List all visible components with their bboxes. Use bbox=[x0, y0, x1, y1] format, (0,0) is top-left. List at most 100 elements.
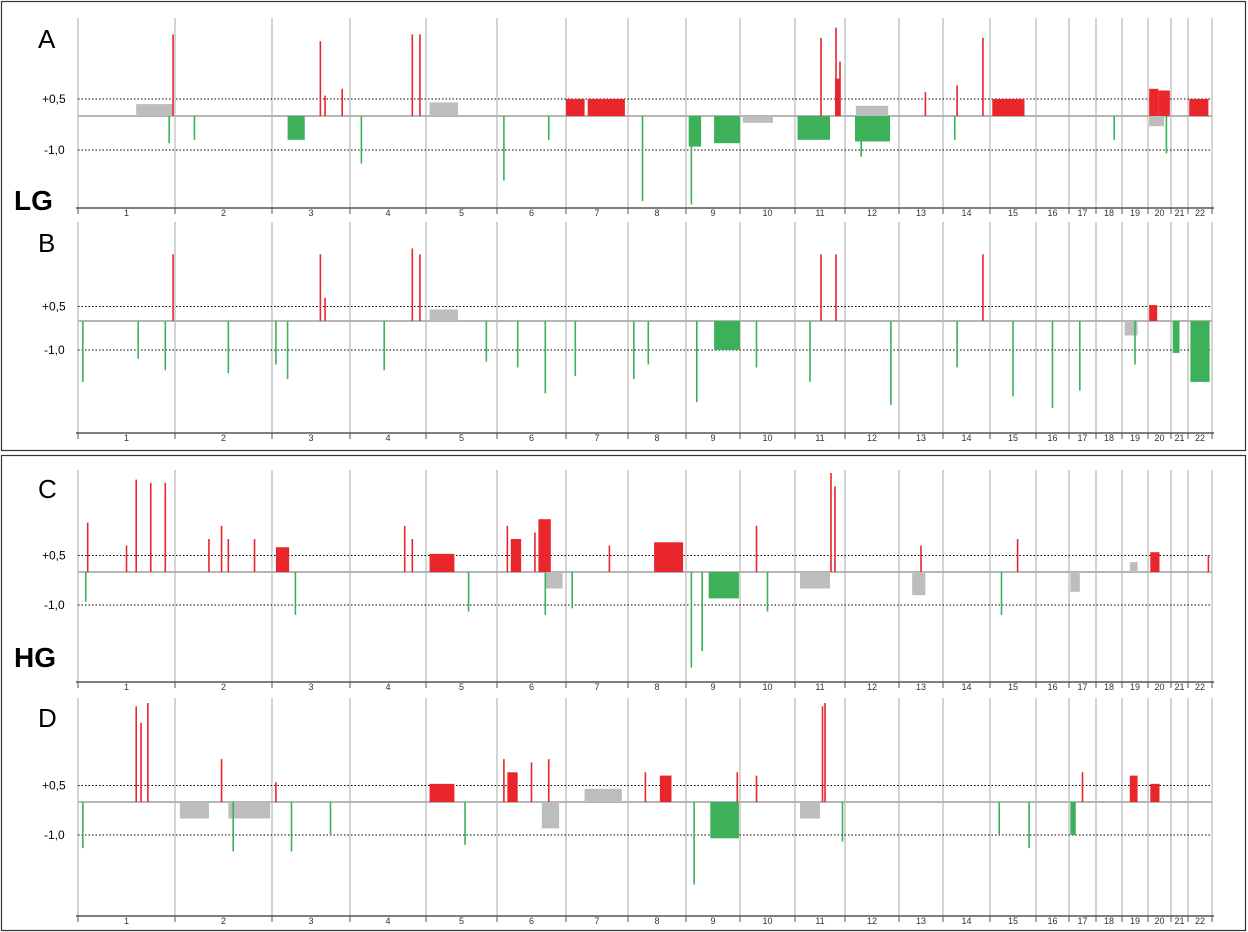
gain-segment bbox=[1149, 88, 1159, 116]
loss-segment bbox=[574, 321, 577, 377]
loss-segment bbox=[383, 321, 385, 371]
loss-segment bbox=[755, 321, 758, 368]
chromosome-label: 6 bbox=[529, 208, 534, 218]
chromosome-label: 16 bbox=[1047, 433, 1057, 443]
loss-segment bbox=[809, 321, 811, 382]
chromosome-label: 16 bbox=[1047, 682, 1057, 692]
chromosome-label: 9 bbox=[710, 208, 715, 218]
gain-segment bbox=[140, 722, 142, 802]
loss-segment bbox=[1000, 572, 1003, 615]
gain-segment bbox=[507, 772, 518, 802]
loss-segment bbox=[841, 802, 844, 842]
chromosome-label: 5 bbox=[459, 916, 464, 926]
loss-segment bbox=[701, 572, 703, 652]
chromosome-label: 4 bbox=[385, 433, 390, 443]
loss-segment bbox=[227, 321, 230, 374]
gain-segment bbox=[1158, 90, 1170, 116]
neutral-segment bbox=[1149, 116, 1165, 127]
loss-segment bbox=[286, 321, 289, 379]
loss-segment bbox=[710, 802, 739, 839]
gain-segment bbox=[830, 473, 832, 572]
gain-segment bbox=[659, 775, 672, 802]
loss-segment bbox=[84, 572, 87, 602]
neutral-segment bbox=[429, 309, 458, 321]
loss-segment bbox=[1172, 321, 1180, 353]
gain-segment bbox=[755, 775, 758, 802]
chromosome-label: 16 bbox=[1047, 916, 1057, 926]
chromosome-label: 15 bbox=[1008, 916, 1018, 926]
chromosome-label: 7 bbox=[594, 916, 599, 926]
loss-segment bbox=[360, 116, 363, 164]
chromosome-label: 16 bbox=[1047, 208, 1057, 218]
chromosome-label: 1 bbox=[124, 916, 129, 926]
chromosome-label: 15 bbox=[1008, 682, 1018, 692]
chromosome-label: 22 bbox=[1195, 682, 1205, 692]
gain-segment bbox=[506, 525, 509, 572]
loss-segment bbox=[516, 321, 519, 368]
gain-segment bbox=[411, 539, 414, 572]
chromosome-label: 13 bbox=[916, 433, 926, 443]
chromosome-label: 9 bbox=[710, 433, 715, 443]
chromosome-label: 12 bbox=[867, 433, 877, 443]
chromosome-label: 19 bbox=[1130, 208, 1140, 218]
loss-segment bbox=[1051, 321, 1054, 408]
chromosome-label: 20 bbox=[1154, 208, 1164, 218]
loss-segment bbox=[329, 802, 332, 835]
chromosome-label: 6 bbox=[529, 916, 534, 926]
panel-letter: C bbox=[38, 474, 57, 504]
chromosome-label: 10 bbox=[762, 208, 772, 218]
gain-segment bbox=[1129, 775, 1138, 802]
loss-segment bbox=[164, 321, 167, 371]
loss-segment bbox=[696, 321, 698, 403]
chromosome-label: 13 bbox=[916, 208, 926, 218]
gain-segment bbox=[411, 248, 414, 321]
gain-segment bbox=[125, 545, 128, 572]
neutral-segment bbox=[742, 116, 773, 123]
chromosome-label: 1 bbox=[124, 682, 129, 692]
chromosome-label: 20 bbox=[1154, 682, 1164, 692]
neutral-segment bbox=[855, 105, 889, 116]
gain-segment bbox=[503, 759, 505, 802]
chromosome-label: 10 bbox=[762, 433, 772, 443]
chromosome-label: 17 bbox=[1077, 682, 1087, 692]
neutral-segment bbox=[800, 572, 830, 589]
panel-letter: D bbox=[38, 703, 57, 733]
chromosome-label: 14 bbox=[961, 682, 971, 692]
chromosome-label: 21 bbox=[1174, 208, 1184, 218]
gain-segment bbox=[547, 759, 550, 802]
chromosome-label: 10 bbox=[762, 916, 772, 926]
chromosome-label: 4 bbox=[385, 682, 390, 692]
loss-segment bbox=[503, 116, 505, 181]
gain-segment bbox=[835, 254, 837, 321]
gain-segment bbox=[820, 37, 822, 116]
gain-segment bbox=[227, 539, 230, 572]
gain-segment bbox=[587, 99, 625, 116]
chromosome-label: 15 bbox=[1008, 433, 1018, 443]
chromosome-label: 5 bbox=[459, 208, 464, 218]
chromosome-label: 2 bbox=[221, 208, 226, 218]
chromosome-label: 17 bbox=[1077, 208, 1087, 218]
neutral-segment bbox=[1129, 562, 1138, 572]
gain-segment bbox=[530, 762, 533, 802]
loss-segment bbox=[956, 321, 958, 368]
chromosome-label: 20 bbox=[1154, 433, 1164, 443]
gain-segment bbox=[755, 525, 758, 572]
gain-segment bbox=[324, 297, 326, 321]
loss-segment bbox=[168, 116, 170, 144]
gain-segment bbox=[835, 78, 840, 116]
gain-segment bbox=[172, 34, 174, 116]
chromosome-label: 1 bbox=[124, 433, 129, 443]
loss-segment bbox=[1165, 116, 1168, 154]
chromosome-label: 21 bbox=[1174, 433, 1184, 443]
gain-segment bbox=[835, 27, 837, 117]
chromosome-label: 3 bbox=[308, 682, 313, 692]
loss-threshold-label: -1,0 bbox=[44, 598, 65, 612]
chromosome-label: 7 bbox=[594, 682, 599, 692]
chromosome-label: 22 bbox=[1195, 208, 1205, 218]
chromosome-label: 3 bbox=[308, 208, 313, 218]
panel-C: C+0,5-1,01 2 3 4 5 6 7 8 9 10 11 12 13 14 15 16 17 18 19 20… bbox=[38, 470, 1214, 692]
loss-segment bbox=[137, 321, 139, 359]
gain-segment bbox=[275, 547, 290, 572]
loss-segment bbox=[193, 116, 196, 140]
